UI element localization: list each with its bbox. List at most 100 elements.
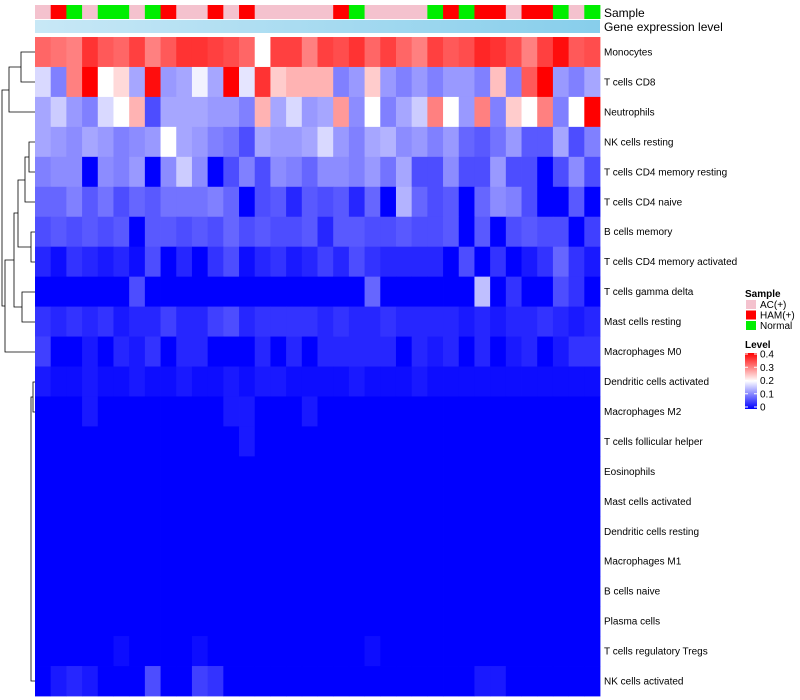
heatmap-cell [317,96,334,128]
heatmap-cell [505,246,522,278]
heatmap-cell [490,156,507,188]
heatmap-cell [568,306,585,337]
heatmap-cell [411,186,428,218]
heatmap-cell [207,546,224,577]
heatmap-cell [254,426,271,457]
heatmap-cell [66,186,83,218]
heatmap-cell [537,186,554,218]
heatmap-cell [129,606,146,637]
row-label: Macrophages M0 [604,347,682,358]
heatmap-cell [144,606,161,637]
heatmap-cell [584,636,601,667]
heatmap-cell [35,606,52,637]
heatmap-cell [568,456,585,487]
heatmap-cell [82,126,99,158]
heatmap-cell [113,666,130,697]
heatmap-cell [458,546,475,577]
heatmap-cell [176,606,193,637]
heatmap-cell [521,426,538,457]
heatmap-cell [50,37,67,68]
heatmap-cell [254,186,271,218]
heatmap-cell [552,666,570,697]
heatmap-cell [97,306,114,337]
heatmap-cell [97,126,114,158]
heatmap-cell [364,366,381,397]
legend-tick-label: 0.3 [760,363,774,374]
row-label: T cells CD4 naive [604,197,683,208]
heatmap-cell [333,576,350,607]
heatmap-cell [66,156,83,188]
heatmap-cell [160,336,177,367]
heatmap-cell [191,516,209,547]
heatmap-cell [395,636,413,667]
heatmap-cell [35,456,52,487]
heatmap-cell [521,666,538,697]
heatmap-cell [254,96,271,128]
heatmap-cell [552,216,570,248]
heatmap-cell [364,456,381,487]
sample-annotation-cell [176,5,193,19]
heatmap-cell [82,366,99,397]
sample-annotation-cell [286,5,303,19]
heatmap-cell [82,546,99,577]
sample-annotation-bar [35,5,601,19]
heatmap-cell [270,516,287,547]
sample-annotation-cell [129,5,146,19]
heatmap-cell [239,96,256,128]
heatmap-cell [270,456,287,487]
row-label: T cells CD4 memory resting [604,167,727,178]
heatmap-cell [254,37,271,68]
heatmap-cell [490,426,507,457]
heatmap-cell [254,456,271,487]
sample-annotation-cell [191,5,209,19]
legend-sample-label: AC(+) [760,300,786,311]
heatmap-cell [160,96,177,128]
legend-sample-entries: AC(+)HAM(+)Normal [746,300,795,332]
heatmap-cell [50,636,67,667]
heatmap-cell [97,246,114,278]
heatmap-cell [50,456,67,487]
heatmap-cell [301,546,318,577]
heatmap-cell [317,666,334,697]
heatmap-cell [505,486,522,517]
row-label: T cells follicular helper [604,437,703,448]
heatmap-cell [395,666,413,697]
heatmap-cell [584,246,601,278]
heatmap-cell [552,396,570,427]
heatmap-cell [333,486,350,517]
heatmap-cell [568,156,585,188]
heatmap-cell [521,606,538,637]
heatmap-cell [239,546,256,577]
heatmap-cell [301,456,318,487]
heatmap-cell [474,66,491,98]
legend-swatch [746,321,756,330]
heatmap-cell [505,126,522,158]
heatmap-cell [333,276,350,307]
heatmap-cell [364,636,381,667]
heatmap-cell [521,336,538,367]
heatmap-cell [286,396,303,427]
heatmap-cell [301,66,318,98]
heatmap-cell [584,606,601,637]
heatmap-cell [35,426,52,457]
heatmap-cell [505,576,522,607]
heatmap-cell [66,96,83,128]
heatmap-cell [458,576,475,607]
heatmap-cell [239,606,256,637]
heatmap-cell [395,246,413,278]
heatmap-cell [348,456,365,487]
heatmap-cell [474,336,491,367]
heatmap-cell [113,306,130,337]
heatmap-cell [490,126,507,158]
heatmap-cell [144,456,161,487]
heatmap-cell [537,636,554,667]
heatmap-cell [301,276,318,307]
heatmap-cell [411,306,428,337]
heatmap-cell [176,636,193,667]
heatmap-cell [35,276,52,307]
heatmap-cell [380,516,397,547]
sample-annotation-cell [113,5,130,19]
heatmap-cell [333,306,350,337]
heatmap-cell [97,666,114,697]
row-label: Mast cells activated [604,497,691,508]
